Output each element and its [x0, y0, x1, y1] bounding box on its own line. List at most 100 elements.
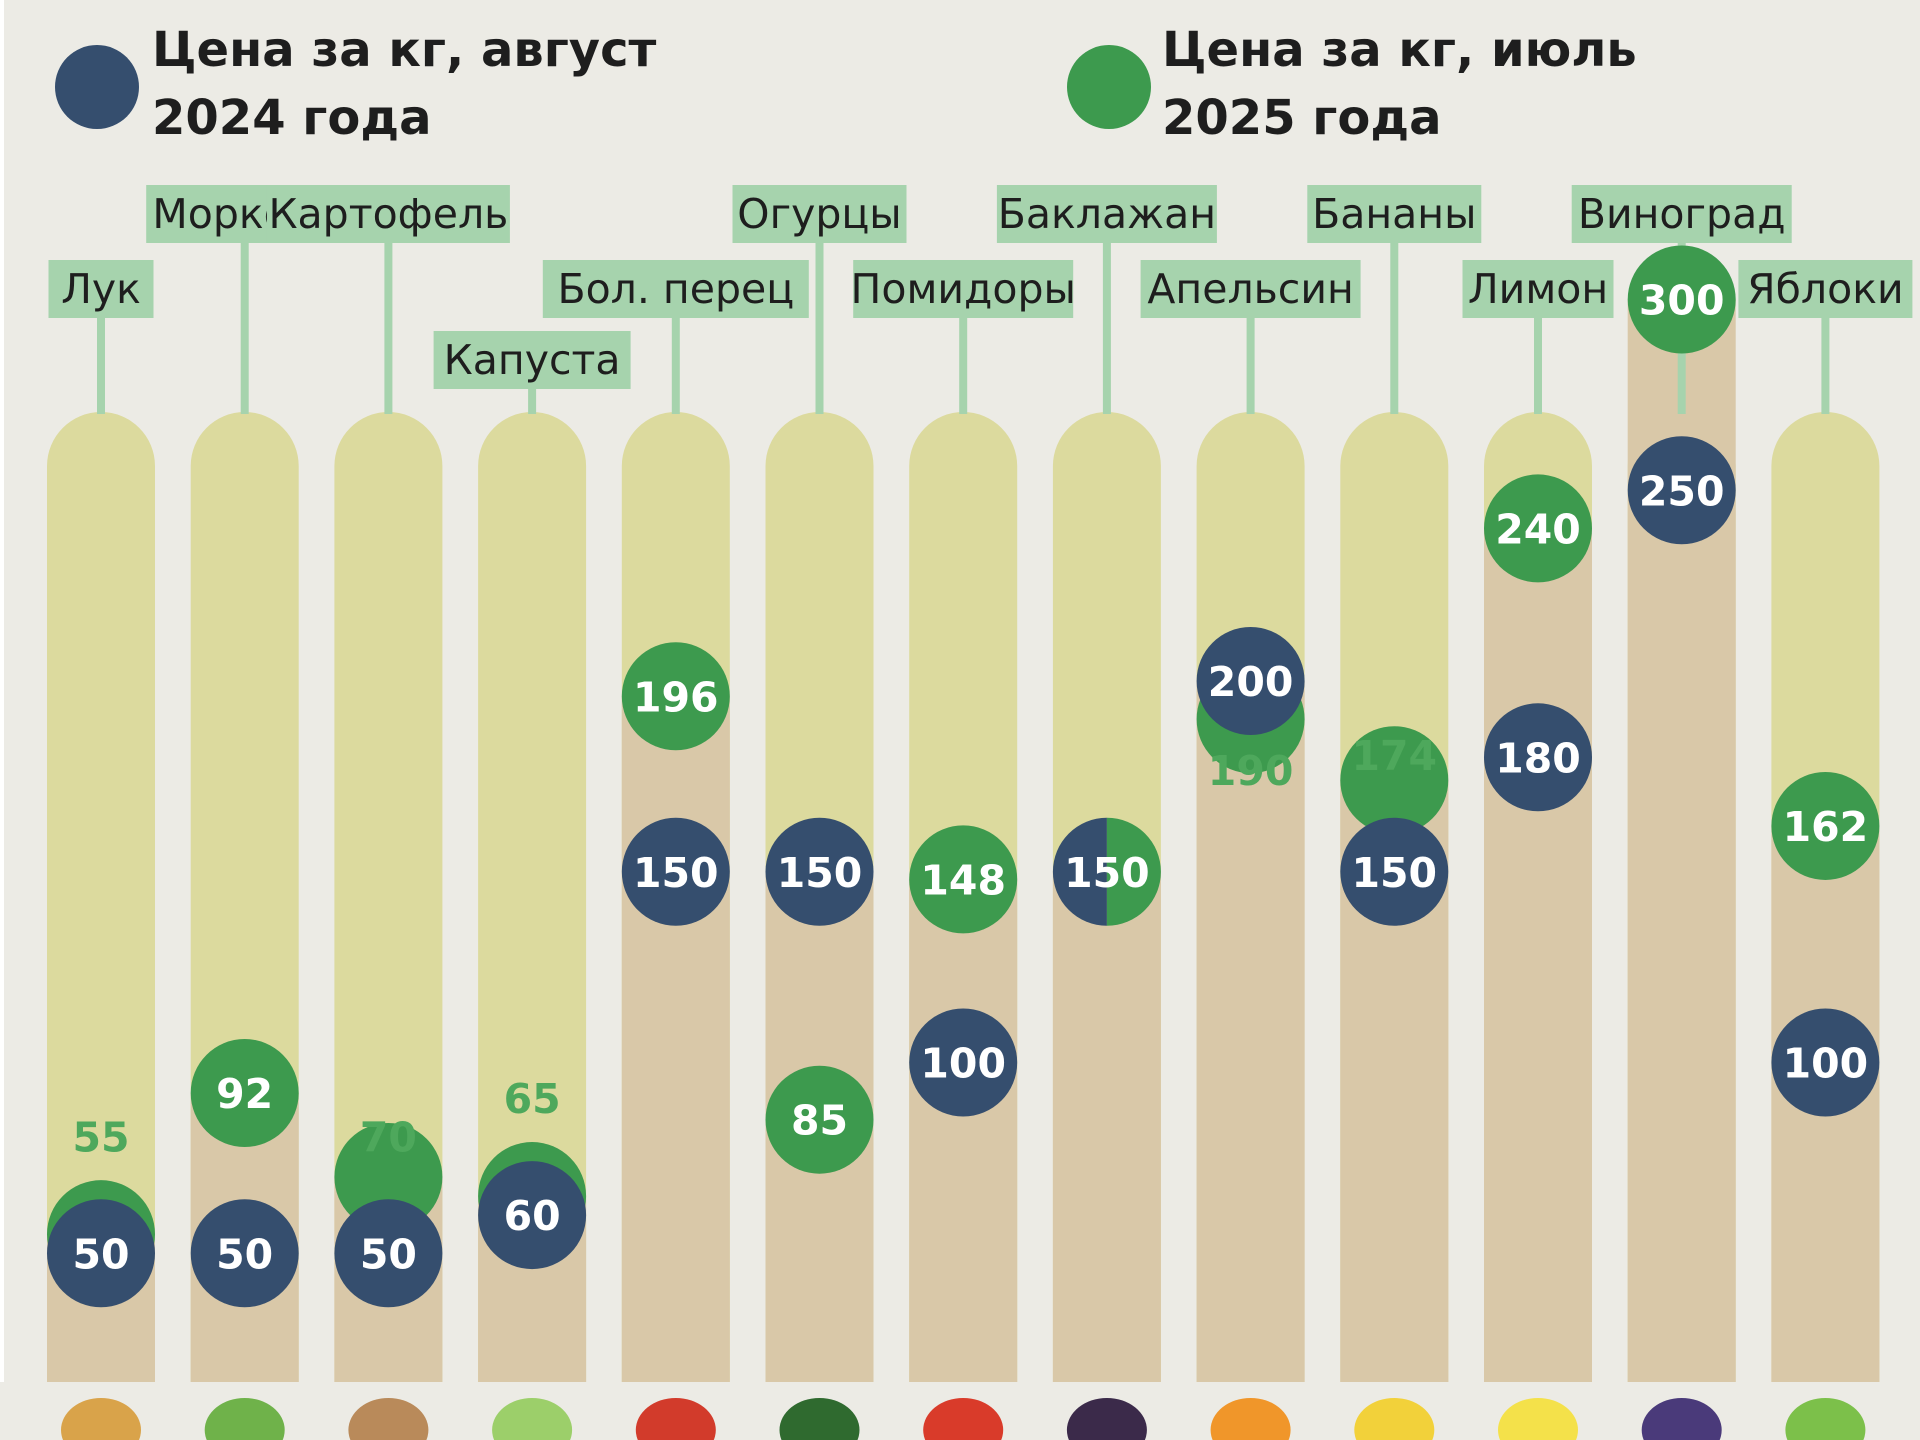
value-label-jul2025-огурцы: 85 [791, 1097, 848, 1145]
label-leader-бананы [1390, 241, 1399, 414]
value-label-aug2024-капуста: 60 [504, 1192, 561, 1240]
bell-pepper-icon [635, 1398, 716, 1440]
label-leader-картофель [384, 241, 393, 414]
column-fill-лимон [1484, 528, 1592, 1440]
value-label-aug2024-лук: 50 [72, 1230, 129, 1278]
category-label-картофель: Картофель [268, 190, 508, 238]
marker-jul2025-морковь [190, 1039, 299, 1148]
marker-aug2024-апельсин [1196, 627, 1305, 735]
marker-aug2024-яблоки [1771, 1008, 1880, 1117]
category-label-помидоры: Помидоры [851, 265, 1076, 313]
column-fill-баклажан [1052, 871, 1161, 1440]
marker-jul2025-баклажан [1106, 817, 1161, 926]
label-leader-капуста [528, 387, 537, 414]
value-label-aug2024-апельсин: 200 [1208, 658, 1294, 706]
label-box-баклажан [996, 185, 1217, 243]
label-box-лимон [1462, 260, 1614, 318]
label-leader-огурцы [815, 241, 824, 414]
label-leader-морковь [240, 241, 249, 414]
cucumber-icon [779, 1398, 860, 1440]
column-track-лук [47, 412, 155, 1440]
marker-jul2025-огурцы [765, 1065, 874, 1174]
value-label-aug2024-морковь: 50 [216, 1230, 273, 1278]
label-leader-помидоры [959, 316, 968, 414]
category-label-капуста: Капуста [444, 336, 621, 384]
column-fill-бол-перец [621, 696, 730, 1440]
label-leader-бол-перец [671, 316, 680, 414]
value-label-баклажан: 150 [1064, 849, 1150, 897]
legend-swatch-jul2025 [1067, 45, 1151, 129]
onion-icon [61, 1398, 141, 1440]
potato-icon [348, 1398, 429, 1440]
value-label-aug2024-помидоры: 100 [920, 1040, 1006, 1088]
marker-aug2024-баклажан [1052, 817, 1107, 926]
marker-aug2024-бол-перец [621, 817, 730, 926]
label-box-апельсин [1140, 260, 1361, 318]
produce-icons [61, 1398, 1866, 1440]
column-fill-яблоки [1771, 825, 1880, 1440]
value-label-aug2024-лимон: 180 [1495, 734, 1581, 782]
legend-aug2024-line2: 2024 года [152, 90, 432, 146]
value-label-jul2025-апельсин: 190 [1208, 747, 1294, 795]
legend-swatch-aug2024 [55, 45, 139, 129]
marker-aug2024-капуста [478, 1161, 587, 1270]
markers: 50 55 50 92 50 70 60 65 150 196 150 85 100 148 150 200 1… [47, 245, 1880, 1308]
value-label-jul2025-яблоки: 162 [1783, 803, 1869, 851]
label-box-лук [48, 260, 154, 318]
marker-jul2025-лимон [1484, 474, 1592, 583]
label-box-капуста [433, 331, 631, 389]
category-label-апельсин: Апельсин [1147, 265, 1353, 313]
label-box-картофель [266, 185, 510, 243]
legend-jul2025-line1: Цена за кг, июль [1162, 22, 1637, 78]
marker-jul2025-яблоки [1771, 771, 1880, 880]
label-box-бол-перец [542, 260, 809, 318]
value-label-aug2024-картофель: 50 [360, 1230, 417, 1278]
marker-jul2025-виноград [1627, 245, 1736, 354]
category-label-яблоки: Яблоки [1747, 265, 1903, 313]
category-label-огурцы: Огурцы [737, 190, 901, 238]
legend: Цена за кг, август 2024 года Цена за кг,… [55, 22, 1637, 146]
label-leader-лук [97, 316, 105, 414]
column-fill-помидоры [909, 879, 1018, 1440]
label-box-бананы [1307, 185, 1482, 243]
value-label-jul2025-бол-перец: 196 [633, 673, 719, 721]
marker-jul2025-бол-перец [621, 642, 730, 751]
label-box-яблоки [1738, 260, 1913, 318]
cabbage-icon [492, 1398, 573, 1440]
left-border-strip [0, 0, 4, 1440]
marker-jul2025-помидоры [909, 825, 1018, 934]
marker-jul2025-бананы [1340, 726, 1449, 835]
apple-icon [1785, 1398, 1866, 1440]
marker-aug2024-картофель [334, 1199, 443, 1308]
category-label-баклажан: Баклажан [998, 190, 1216, 238]
marker-jul2025-картофель [334, 1122, 443, 1231]
value-label-jul2025-капуста: 65 [504, 1075, 561, 1123]
legend-jul2025-line2: 2025 года [1162, 90, 1442, 146]
marker-aug2024-бананы [1340, 817, 1449, 926]
label-box-огурцы [732, 185, 907, 243]
label-leader-лимон [1534, 316, 1542, 414]
value-label-aug2024-бол-перец: 150 [633, 849, 719, 897]
value-label-jul2025-лимон: 240 [1495, 505, 1581, 553]
value-label-aug2024-огурцы: 150 [777, 849, 863, 897]
orange-icon [1210, 1398, 1291, 1440]
label-box-виноград [1571, 185, 1792, 243]
label-box-помидоры [853, 260, 1074, 318]
value-label-jul2025-лук: 55 [72, 1113, 129, 1161]
banana-icon [1354, 1398, 1435, 1440]
category-label-бананы: Бананы [1312, 190, 1476, 238]
eggplant-icon [1066, 1398, 1147, 1440]
grape-icon [1641, 1398, 1722, 1440]
value-label-jul2025-помидоры: 148 [920, 856, 1006, 904]
value-label-jul2025-виноград: 300 [1639, 277, 1725, 325]
category-label-лимон: Лимон [1468, 265, 1608, 313]
value-label-jul2025-морковь: 92 [216, 1070, 273, 1118]
value-label-jul2025-бананы: 174 [1352, 732, 1438, 780]
label-leader-апельсин [1246, 316, 1255, 414]
value-label-aug2024-яблоки: 100 [1783, 1040, 1869, 1088]
category-label-бол-перец: Бол. перец [557, 265, 794, 313]
marker-aug2024-морковь [190, 1199, 299, 1308]
label-leader-баклажан [1102, 241, 1111, 414]
